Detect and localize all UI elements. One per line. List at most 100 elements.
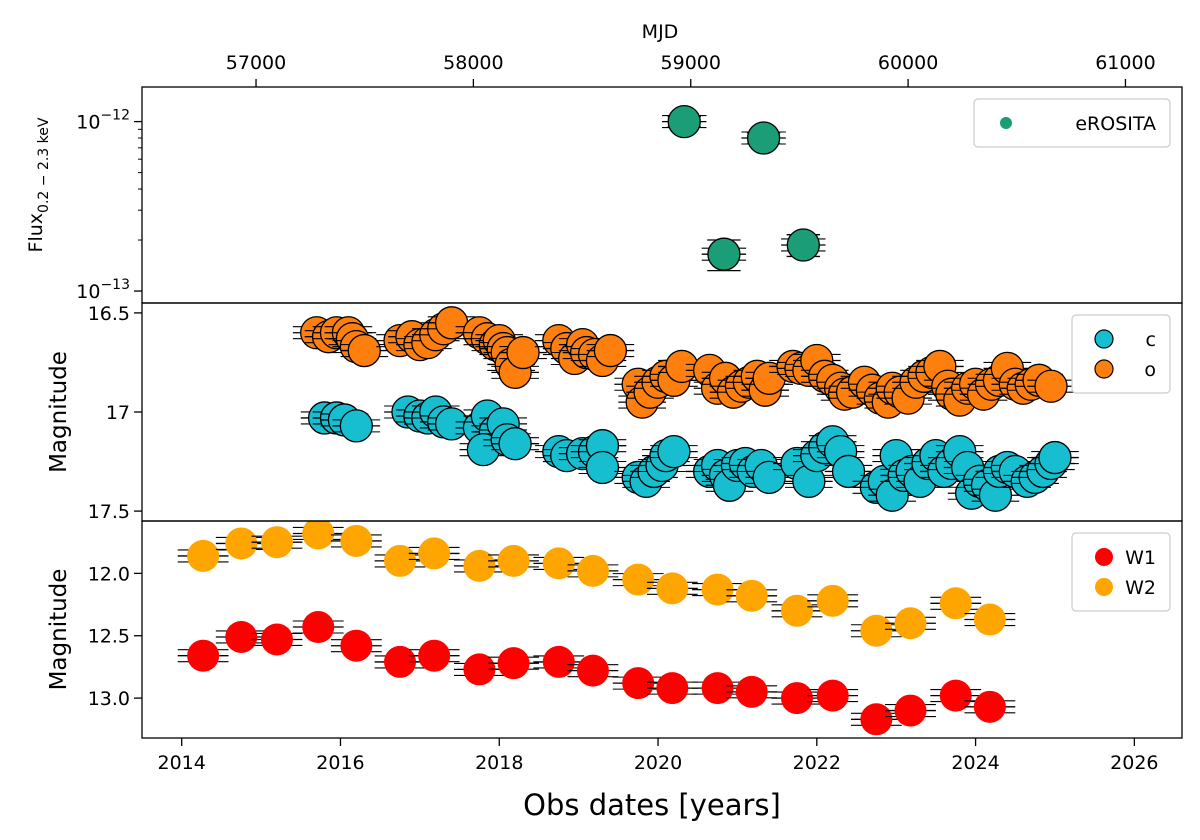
x-tick-label: 2016 <box>316 752 364 774</box>
y-axis-label: Magnitude <box>46 351 72 473</box>
data-marker-W1 <box>260 623 293 656</box>
x-tick-label: 2018 <box>475 752 523 774</box>
data-marker-W1 <box>463 653 496 686</box>
data-marker-W1 <box>735 675 768 708</box>
data-marker-W1 <box>302 611 335 644</box>
legend-box <box>1071 314 1171 394</box>
data-marker-W1 <box>701 672 734 705</box>
data-marker-W2 <box>860 614 893 647</box>
data-marker-W1 <box>187 639 220 672</box>
data-marker-W2 <box>302 521 335 550</box>
legend-label: c <box>1146 329 1156 351</box>
data-point <box>408 639 460 672</box>
data-point <box>964 690 1016 723</box>
data-marker-c <box>585 450 620 485</box>
x-axis-label: Obs dates [years] <box>523 788 781 822</box>
y-tick-label: 17 <box>106 402 130 424</box>
data-marker-W1 <box>340 629 373 662</box>
data-marker-eROSITA <box>746 121 781 155</box>
data-point <box>785 464 833 499</box>
data-point <box>340 333 389 368</box>
data-point <box>215 527 267 560</box>
data-point <box>251 623 303 656</box>
data-point <box>726 675 778 708</box>
panel-wise-frame <box>141 520 1183 739</box>
data-marker-W1 <box>384 645 417 678</box>
data-marker-eROSITA <box>707 237 741 271</box>
data-point <box>1027 369 1075 403</box>
data-point <box>533 645 585 678</box>
data-marker-W1 <box>497 647 530 680</box>
legend-label: W1 <box>1125 547 1156 569</box>
data-point <box>658 349 706 384</box>
y-tick-label: 12.0 <box>88 563 130 585</box>
data-marker-o <box>347 333 381 368</box>
y-label-main: Flux <box>25 213 47 253</box>
panel-atlas-data <box>292 306 1079 512</box>
data-marker-W1 <box>622 667 655 700</box>
x-tick-label: 2022 <box>793 752 841 774</box>
data-point <box>488 647 539 680</box>
data-marker-W2 <box>384 544 417 577</box>
data-point <box>251 526 303 559</box>
data-marker-W2 <box>225 527 258 560</box>
data-marker-W2 <box>780 594 813 627</box>
panel-wise-data <box>177 521 1016 736</box>
data-point <box>292 521 344 550</box>
data-point <box>488 544 539 577</box>
data-point <box>771 594 823 627</box>
y-tick-label: 10−12 <box>76 108 130 134</box>
data-point <box>850 614 902 647</box>
data-marker-W2 <box>187 539 220 572</box>
top-tick-label: 58000 <box>443 52 503 74</box>
data-point <box>330 629 382 662</box>
data-point <box>408 537 460 570</box>
data-marker-W2 <box>939 587 972 620</box>
legend-marker-o <box>1094 359 1114 379</box>
data-marker-W2 <box>656 572 689 605</box>
data-marker-W1 <box>542 645 575 678</box>
data-marker-eROSITA <box>667 104 701 139</box>
data-marker-eROSITA <box>786 228 820 262</box>
data-point <box>533 547 585 580</box>
data-marker-W1 <box>939 679 972 712</box>
data-point <box>701 237 747 272</box>
data-marker-W1 <box>860 703 893 736</box>
data-marker-W2 <box>816 584 849 617</box>
legend-box <box>973 98 1171 148</box>
data-point <box>1031 440 1079 475</box>
y-axis-label: Magnitude <box>46 569 72 691</box>
y-tick-label: 13.0 <box>88 688 130 710</box>
data-marker-W2 <box>735 579 768 612</box>
data-marker-W2 <box>622 563 655 596</box>
panel-xray-data <box>662 104 826 272</box>
y-tick-label: 12.5 <box>88 626 130 648</box>
data-marker-W1 <box>816 679 849 712</box>
top-tick-label: 61000 <box>1095 52 1155 74</box>
data-marker-c <box>657 434 691 469</box>
data-point <box>741 121 786 155</box>
y-tick-label: 17.5 <box>88 501 130 523</box>
x-tick-label: 2014 <box>158 752 206 774</box>
data-point <box>578 450 627 485</box>
legend-label: W2 <box>1125 577 1156 599</box>
data-point <box>850 703 902 736</box>
tick-exponent: −12 <box>100 108 130 124</box>
data-marker-W2 <box>463 549 496 582</box>
data-point <box>567 554 619 587</box>
data-marker-c <box>434 407 469 441</box>
frame-layer <box>134 79 1183 746</box>
data-point <box>692 672 743 705</box>
data-marker-W2 <box>260 526 293 559</box>
legend-label: o <box>1144 359 1156 381</box>
legend-marker-eROSITA <box>1000 117 1012 129</box>
data-marker-W1 <box>780 682 813 715</box>
data-point <box>650 434 698 469</box>
data-point <box>885 607 936 640</box>
top-axis-label: MJD <box>642 21 679 43</box>
data-point <box>215 620 267 653</box>
top-tick-label: 57000 <box>226 52 286 74</box>
data-layer <box>177 104 1079 736</box>
